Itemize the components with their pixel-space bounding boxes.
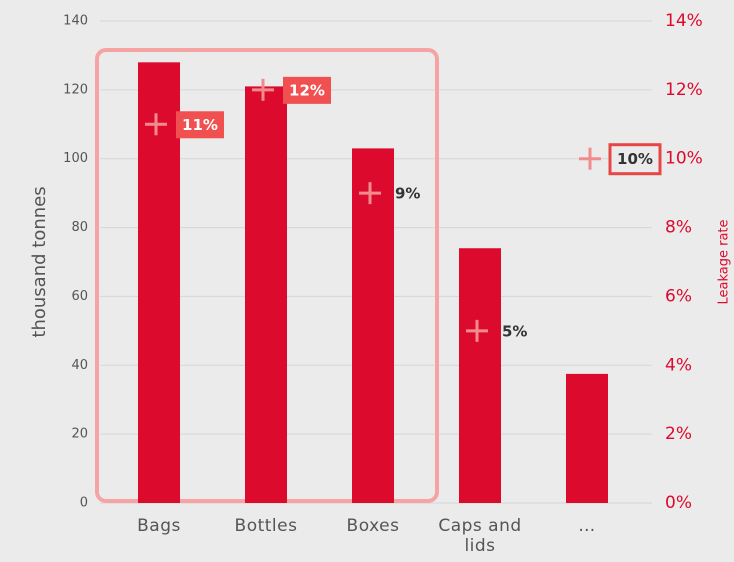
y-tick-label: 120 — [63, 82, 88, 97]
x-tick-label: Bottles — [234, 516, 298, 536]
y-tick-label: 20 — [71, 427, 88, 442]
x-tick-label: Caps and lids — [438, 516, 522, 556]
y-tick-label: 140 — [63, 14, 88, 29]
y-tick-label: 60 — [71, 289, 88, 304]
value-label: 9% — [395, 185, 420, 203]
y-tick-label: 80 — [71, 220, 88, 235]
y2-tick-label: 12% — [665, 80, 703, 100]
reference-marker — [579, 147, 601, 170]
bar — [245, 86, 287, 504]
reference-label-box — [608, 143, 662, 176]
x-tick-label: … — [578, 516, 596, 536]
y2-tick-label: 6% — [665, 286, 692, 306]
y2-tick-label: 2% — [665, 424, 692, 444]
y-tick-label: 100 — [63, 151, 88, 166]
y2-tick-label: 8% — [665, 218, 692, 238]
y2-axis-label: Leakage rate — [717, 219, 732, 304]
leakage-marker — [145, 113, 167, 136]
y2-tick-label: 4% — [665, 355, 692, 375]
reference-label: 10% — [617, 150, 653, 168]
bar — [352, 148, 394, 503]
value-label-box — [176, 111, 224, 139]
value-label: 12% — [289, 81, 325, 99]
leakage-marker — [359, 182, 381, 205]
leakage-marker — [252, 78, 274, 101]
value-label: 5% — [502, 322, 527, 340]
y2-tick-label: 10% — [665, 149, 703, 169]
x-tick-label: Bags — [137, 516, 181, 536]
value-label: 11% — [182, 116, 218, 134]
bar — [138, 62, 180, 504]
value-label-box — [283, 76, 331, 104]
y-tick-label: 40 — [71, 358, 88, 373]
y-tick-label: 0 — [80, 496, 88, 511]
y2-tick-label: 14% — [665, 11, 703, 31]
y-axis-label: thousand tonnes — [29, 186, 50, 337]
x-tick-label: Boxes — [346, 516, 400, 536]
y2-tick-label: 0% — [665, 493, 692, 513]
bar — [566, 373, 608, 503]
bar — [459, 248, 501, 503]
leakage-marker — [466, 319, 488, 342]
